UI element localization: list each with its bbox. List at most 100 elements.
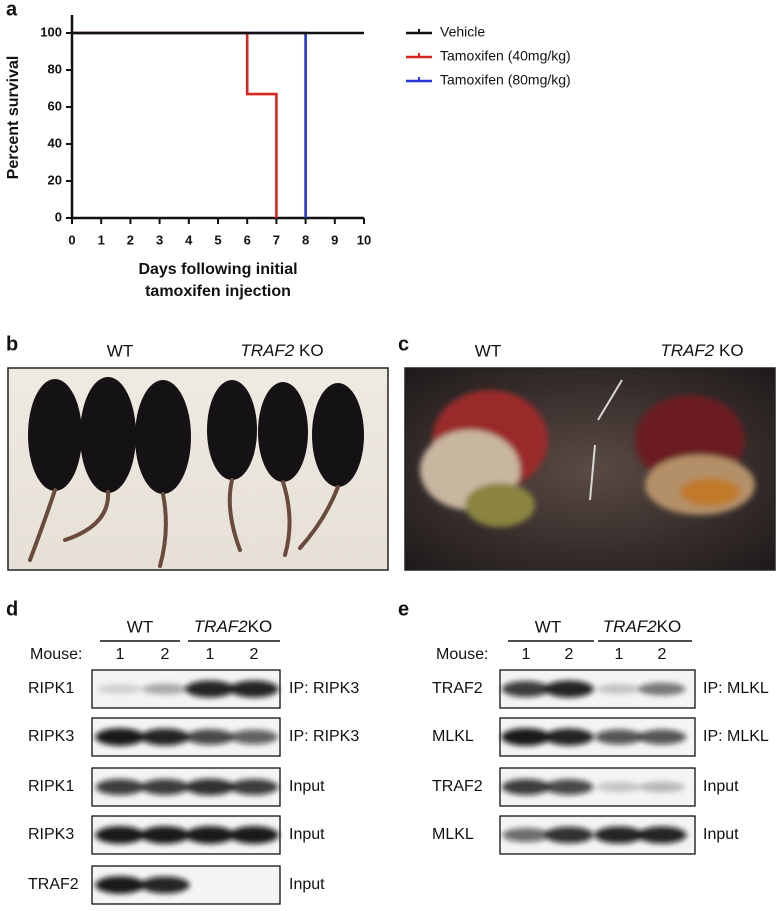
y-tick-label: 40 xyxy=(48,135,62,150)
condition-label: Input xyxy=(289,826,325,843)
band xyxy=(544,779,594,795)
gene: TRAF2 xyxy=(603,617,657,636)
y-axis-label: Percent survival xyxy=(5,56,22,180)
protein-label: RIPK1 xyxy=(28,680,74,697)
x-tick-label: 3 xyxy=(156,232,163,247)
x-tick-label: 6 xyxy=(244,232,251,247)
lane-label: 1 xyxy=(116,646,125,663)
y-tick-label: 100 xyxy=(40,24,62,39)
protein-label: MLKL xyxy=(432,728,474,745)
protein-label: TRAF2 xyxy=(432,680,483,697)
x-tick-label: 9 xyxy=(331,232,338,247)
x-tick-label: 2 xyxy=(127,232,134,247)
lane-label: 1 xyxy=(522,646,531,663)
tails xyxy=(28,478,340,568)
y-tick-label: 20 xyxy=(48,172,62,187)
x-tick-label: 10 xyxy=(357,232,371,247)
band xyxy=(544,728,594,746)
band xyxy=(140,728,190,746)
band xyxy=(95,728,145,746)
legend-label: Vehicle xyxy=(440,24,485,40)
band xyxy=(185,680,235,698)
pins xyxy=(589,379,623,501)
condition-label: IP: RIPK3 xyxy=(289,680,359,697)
band xyxy=(185,778,235,796)
condition-label: Input xyxy=(703,826,739,843)
band xyxy=(639,781,685,793)
condition-label: IP: MLKL xyxy=(703,728,769,745)
group-label: WT xyxy=(127,617,153,636)
panel-label: a xyxy=(6,0,18,20)
protein-label: RIPK3 xyxy=(28,826,74,843)
lane-label: 2 xyxy=(658,646,667,663)
x-axis-label: Days following initial xyxy=(138,261,297,278)
y-tick-label: 80 xyxy=(48,61,62,76)
lane-label: 1 xyxy=(615,646,624,663)
panel-label: c xyxy=(398,333,409,355)
band xyxy=(230,729,278,745)
gene: TRAF2 xyxy=(194,617,248,636)
band xyxy=(229,680,279,698)
legend-label: Tamoxifen (40mg/kg) xyxy=(440,48,571,64)
x-tick-label: 7 xyxy=(273,232,280,247)
band xyxy=(142,683,188,695)
x-tick-label: 4 xyxy=(185,232,193,247)
lane-label: 2 xyxy=(565,646,574,663)
protein-label: RIPK3 xyxy=(28,728,74,745)
band xyxy=(502,828,550,842)
panel-label: b xyxy=(6,333,18,355)
condition-label: Input xyxy=(289,876,325,893)
panel-label: d xyxy=(6,598,18,620)
x-axis-label: tamoxifen injection xyxy=(145,283,291,300)
band xyxy=(501,779,551,795)
band xyxy=(596,684,642,694)
band xyxy=(594,729,644,745)
legend-label: Tamoxifen (80mg/kg) xyxy=(440,72,571,88)
group-label: WT xyxy=(475,341,501,360)
bands xyxy=(501,779,685,795)
band xyxy=(97,684,143,694)
band xyxy=(229,779,279,795)
suffix: KO xyxy=(657,617,682,636)
band xyxy=(140,826,190,844)
x-tick-label: 1 xyxy=(98,232,105,247)
bands xyxy=(95,728,278,746)
group-label: WT xyxy=(107,341,133,360)
bands xyxy=(97,680,279,698)
band xyxy=(596,782,642,792)
band xyxy=(95,826,145,844)
gene: TRAF2 xyxy=(660,341,714,360)
suffix: KO xyxy=(719,341,744,360)
condition-label: IP: MLKL xyxy=(703,680,769,697)
band xyxy=(140,779,190,795)
panel-b: b WT TRAF2 KO xyxy=(6,333,389,571)
protein-label: TRAF2 xyxy=(432,778,483,795)
mice xyxy=(28,377,364,494)
bands xyxy=(501,728,687,746)
suffix: KO xyxy=(248,617,273,636)
lane-title: Mouse: xyxy=(30,646,82,663)
band xyxy=(95,876,145,894)
lane-title: Mouse: xyxy=(436,646,488,663)
condition-label: Input xyxy=(289,778,325,795)
bands xyxy=(501,680,686,698)
band xyxy=(501,728,551,746)
survival-line xyxy=(72,31,307,218)
band xyxy=(185,826,235,844)
survival-line xyxy=(72,31,278,218)
band xyxy=(544,826,594,844)
band xyxy=(185,729,235,745)
lane-label: 2 xyxy=(250,646,259,663)
band xyxy=(229,826,279,844)
panel-c: c WT TRAF2 KO xyxy=(398,333,776,571)
band xyxy=(638,682,686,696)
band xyxy=(544,680,594,698)
condition-label: IP: RIPK3 xyxy=(289,728,359,745)
group-label: TRAF2 KO xyxy=(240,341,323,360)
lane-label: 1 xyxy=(206,646,215,663)
band xyxy=(637,729,687,745)
group-label: TRAF2KO xyxy=(603,617,681,636)
survival-chart: 0 20 40 60 80 100 0 1 2 3 4 5 6 7 8 9 10 Percent survival… xyxy=(5,15,571,300)
